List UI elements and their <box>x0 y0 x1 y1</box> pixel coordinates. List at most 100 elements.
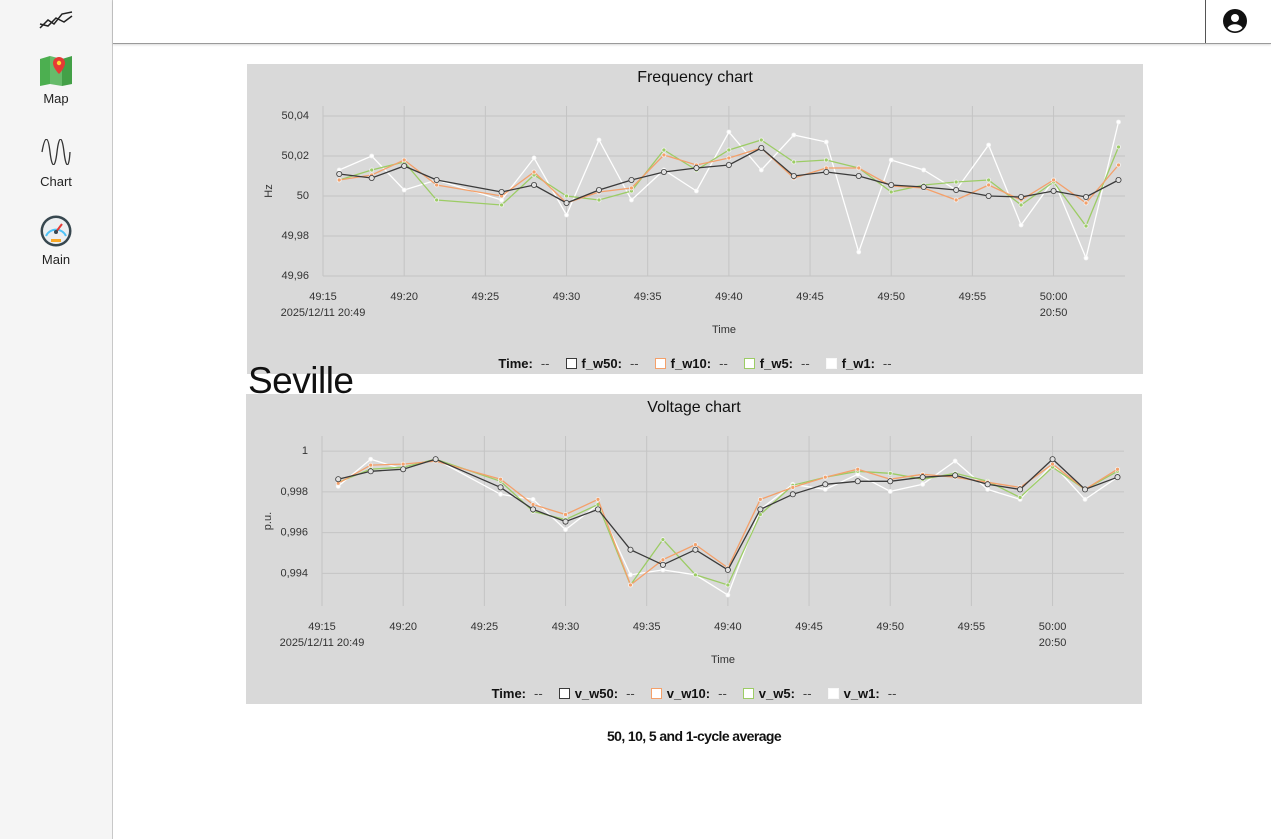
data-point <box>401 163 408 170</box>
data-point <box>1082 496 1088 502</box>
data-point <box>887 489 893 494</box>
nav-main[interactable]: Main <box>0 214 112 267</box>
data-point <box>1116 162 1121 168</box>
legend-item: v_w5: -- <box>742 685 812 701</box>
data-point <box>985 192 992 199</box>
data-point <box>986 142 992 148</box>
chart-svg: Voltage chart 0,994 0,996 0,998 1 49:15 2025/1… <box>262 399 1124 666</box>
data-point <box>986 177 992 183</box>
legend-name: v_w5: <box>758 685 795 701</box>
legend-name: v_w10: <box>666 685 711 701</box>
data-point <box>401 187 407 193</box>
data-point <box>628 572 633 578</box>
data-point <box>693 542 698 548</box>
x-tick-sublabel: 20:50 <box>1040 307 1068 319</box>
data-point <box>595 187 602 194</box>
data-point <box>952 472 959 479</box>
data-point <box>596 197 602 203</box>
voltage-chart: Voltage chart 0,994 0,996 0,998 1 49:15 2025/1… <box>246 394 1142 704</box>
y-tick-label: 49,98 <box>281 230 309 242</box>
data-point <box>498 476 503 482</box>
x-tick-label: 49:40 <box>714 621 742 633</box>
legend-swatch <box>654 357 666 369</box>
legend-value: -- <box>534 685 543 701</box>
x-tick-label: 49:25 <box>471 621 499 633</box>
data-point <box>823 139 829 145</box>
data-point <box>1051 177 1056 183</box>
data-point <box>499 202 504 208</box>
data-point <box>694 188 699 194</box>
data-point <box>952 458 958 464</box>
legend-swatch <box>650 687 662 699</box>
logo[interactable] <box>0 8 112 32</box>
legend-value: -- <box>540 355 550 371</box>
nav-map[interactable]: Map <box>0 55 112 106</box>
data-point <box>919 474 926 481</box>
data-point <box>1018 193 1025 200</box>
data-point <box>757 512 763 517</box>
legend-swatch <box>827 687 839 699</box>
x-tick-label: 50:00 <box>1039 621 1067 633</box>
x-tick-label: 49:20 <box>390 291 418 303</box>
x-tick-label: 49:30 <box>552 621 580 633</box>
legend-name: f_w5: <box>759 355 794 371</box>
data-point <box>498 491 503 497</box>
legend: Time: -- f_w50: -- f_w10: -- f_w5: -- f_w1: -- <box>247 354 1143 372</box>
data-point <box>757 496 763 502</box>
logo-icon <box>39 11 73 29</box>
data-point <box>854 478 861 485</box>
data-point <box>594 506 601 513</box>
data-point <box>660 557 666 563</box>
data-point <box>563 527 568 532</box>
data-point <box>628 582 633 588</box>
data-point <box>335 476 342 483</box>
legend-value: -- <box>719 355 728 371</box>
legend-value: -- <box>626 685 635 701</box>
data-point <box>659 561 666 568</box>
legend-value: -- <box>801 355 810 371</box>
data-point <box>790 484 796 490</box>
data-point <box>400 466 407 473</box>
data-point <box>921 167 927 173</box>
legend: Time: -- v_w50: -- v_w10: -- v_w5: -- v_w1: -- <box>246 684 1142 702</box>
x-tick-sublabel: 2025/12/11 20:49 <box>280 637 365 649</box>
data-point <box>432 456 439 463</box>
legend-time-label: Time: <box>491 685 527 701</box>
data-point <box>1115 466 1120 472</box>
x-tick-label: 49:20 <box>389 621 417 633</box>
data-point <box>1049 456 1056 463</box>
x-tick-label: 49:55 <box>958 621 986 633</box>
data-point <box>726 155 732 161</box>
data-point <box>953 179 959 185</box>
data-point <box>725 582 731 588</box>
data-point <box>920 481 926 487</box>
frequency-chart: Frequency chart 49,96 49,98 50 50,02 50,04 49:… <box>247 64 1143 374</box>
y-tick-label: 0,994 <box>280 567 308 579</box>
data-point <box>563 199 570 206</box>
legend-value: -- <box>718 685 727 701</box>
data-point <box>725 592 731 598</box>
data-point <box>531 169 537 175</box>
caption: 50, 10, 5 and 1-cycle average <box>606 728 782 744</box>
data-point <box>564 193 569 199</box>
data-point <box>367 468 374 475</box>
data-point <box>692 546 699 553</box>
chart-title: Voltage chart <box>647 399 741 416</box>
account-button[interactable] <box>1205 0 1271 43</box>
data-point <box>563 512 568 517</box>
legend-item: Time: -- <box>498 356 549 371</box>
nav-chart[interactable]: Chart <box>0 139 112 189</box>
data-point <box>822 474 828 480</box>
x-tick-label: 49:45 <box>795 621 823 633</box>
y-axis-label: p.u. <box>262 512 274 530</box>
x-tick-label: 49:15 <box>308 621 336 633</box>
map-icon <box>40 56 72 86</box>
data-point <box>1018 222 1024 228</box>
legend-value: -- <box>887 685 897 701</box>
data-point <box>856 165 862 171</box>
x-tick-sublabel: 20:50 <box>1039 637 1067 649</box>
data-point <box>1083 223 1089 229</box>
x-tick-label: 49:50 <box>876 621 904 633</box>
y-tick-label: 50,02 <box>281 150 309 162</box>
legend-name: f_w1: <box>841 355 875 371</box>
